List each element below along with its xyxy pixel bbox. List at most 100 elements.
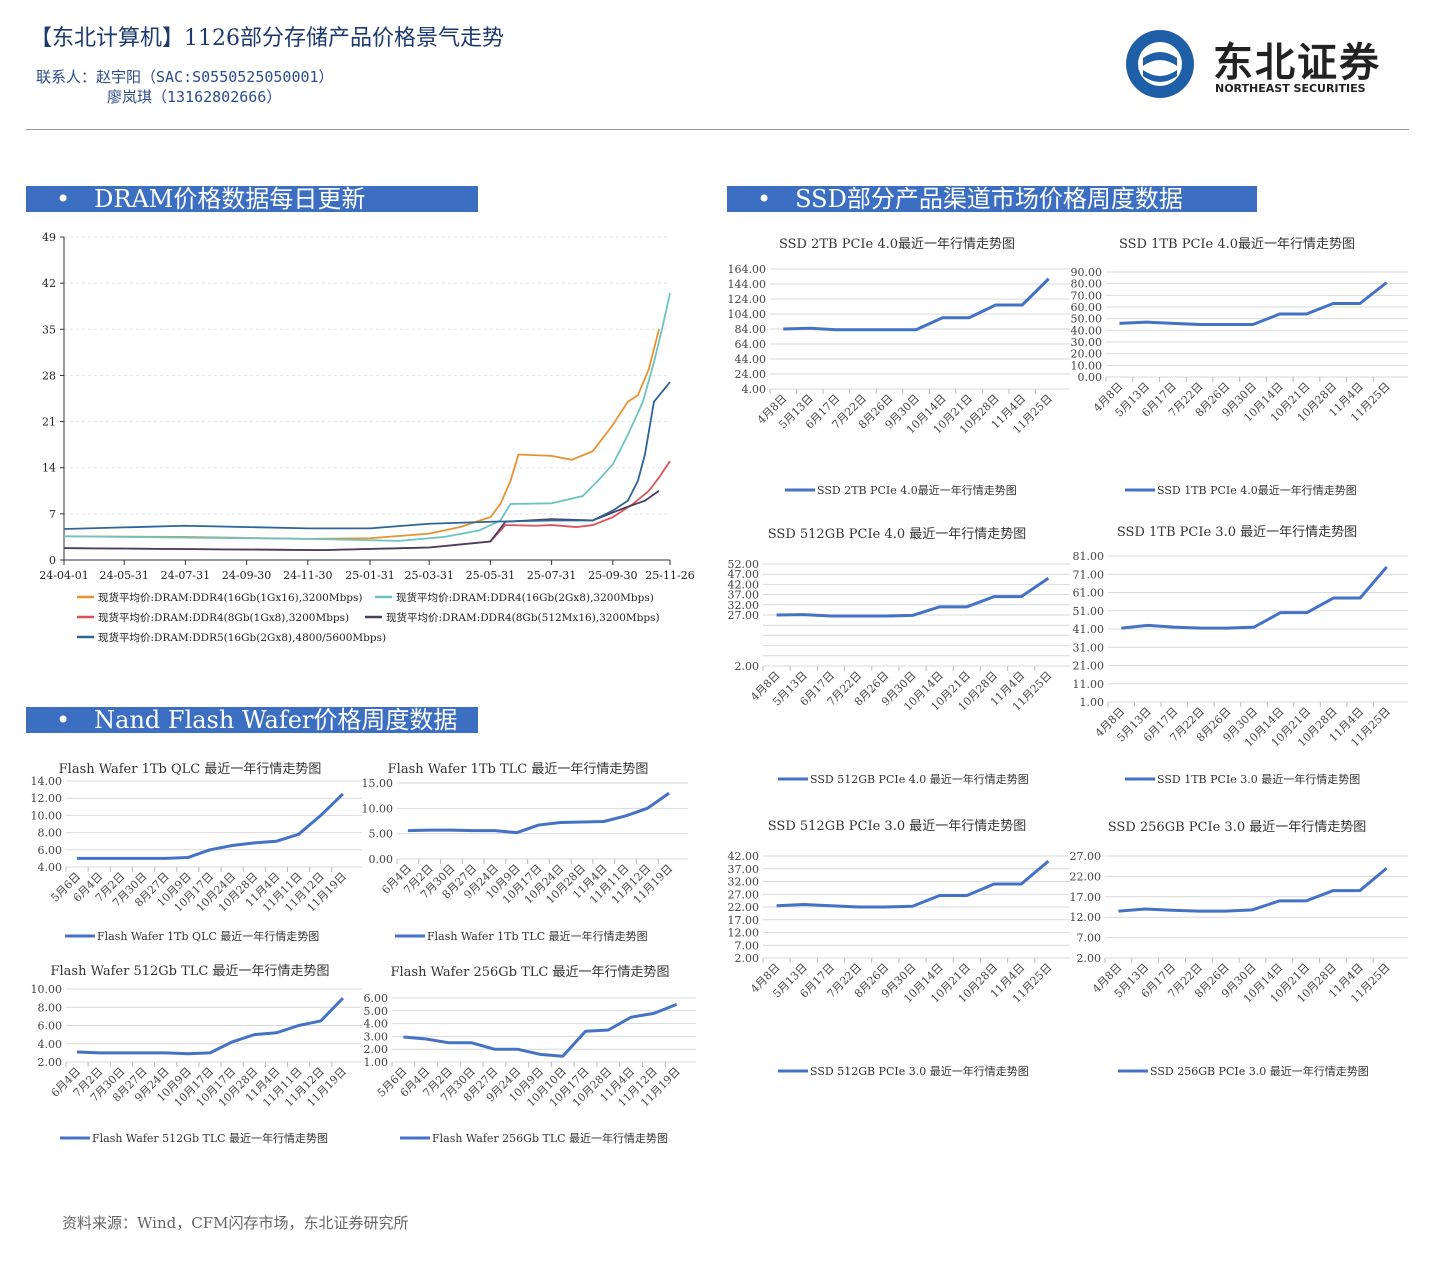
series-line — [63, 381, 671, 530]
y-tick-label: 17.00 — [1070, 891, 1102, 904]
y-tick-label: 10.00 — [31, 983, 63, 996]
y-tick-label: 22.00 — [1070, 870, 1102, 883]
y-tick-label: 11.00 — [1073, 678, 1105, 691]
logo-text-cn: 东北证券 — [1213, 40, 1381, 86]
y-tick-label: 10.00 — [362, 802, 394, 815]
chart-title: Flash Wafer 256Gb TLC 最近一年行情走势图 — [391, 964, 670, 980]
legend-label: SSD 1TB PCIe 4.0最近一年行情走势图 — [1157, 483, 1357, 497]
x-tick-label: 25-05-31 — [466, 569, 515, 582]
y-tick-label: 124.00 — [728, 293, 767, 306]
series-line — [77, 792, 344, 860]
chart-title: SSD 1TB PCIe 3.0 最近一年行情走势图 — [1117, 524, 1357, 540]
y-tick-label: 5.00 — [369, 828, 394, 841]
y-tick-label: 41.00 — [1073, 623, 1105, 636]
series-line — [403, 1003, 678, 1058]
legend-label: 现货平均价:DRAM:DDR4(8Gb(512Mx16),3200Mbps) — [386, 611, 660, 624]
y-tick-label: 3.00 — [364, 1030, 389, 1043]
y-tick-label: 14 — [42, 462, 56, 475]
chart-ssd256g3: SSD 256GB PCIe 3.0 最近一年行情走势图 2.00 7.00 12.0… — [1070, 819, 1408, 1078]
y-tick-label: 0 — [49, 554, 56, 567]
x-tick-label: 25-07-31 — [527, 569, 576, 582]
y-tick-label: 42 — [42, 277, 56, 290]
chart-ssd2tb4: SSD 2TB PCIe 4.0最近一年行情走势图 4.00 24.00 44.00 6… — [728, 236, 1070, 497]
y-tick-label: 104.00 — [728, 308, 767, 321]
y-tick-label: 4.00 — [38, 861, 63, 874]
y-tick-label: 70.00 — [1071, 289, 1103, 302]
legend-label: Flash Wafer 1Tb TLC 最近一年行情走势图 — [427, 929, 648, 943]
y-tick-label: 30.00 — [1071, 336, 1103, 349]
y-tick-label: 60.00 — [1071, 301, 1103, 314]
y-tick-label: 52.00 — [728, 558, 760, 571]
y-tick-label: 32.00 — [728, 599, 760, 612]
series-line — [1118, 867, 1388, 913]
chart-fw1tbtlc: Flash Wafer 1Tb TLC 最近一年行情走势图 0.00 5.00 10.… — [362, 761, 688, 943]
chart-title: SSD 256GB PCIe 3.0 最近一年行情走势图 — [1108, 819, 1366, 835]
series-line — [1121, 565, 1388, 630]
y-tick-label: 44.00 — [735, 353, 767, 366]
y-tick-label: 8.00 — [38, 1001, 63, 1014]
x-tick-label: 24-07-31 — [161, 569, 210, 582]
chart-title: SSD 1TB PCIe 4.0最近一年行情走势图 — [1119, 236, 1355, 252]
y-tick-label: 4.00 — [38, 1038, 63, 1051]
bullet: • — [56, 185, 71, 213]
contact-secondary: 廖岚琪（13162802666） — [107, 88, 282, 106]
chart-title: SSD 2TB PCIe 4.0最近一年行情走势图 — [779, 236, 1015, 252]
y-tick-label: 27.00 — [728, 888, 760, 901]
y-tick-label: 144.00 — [728, 278, 767, 291]
chart-ssd512g3: SSD 512GB PCIe 3.0 最近一年行情走势图 2.007.0012.0… — [728, 818, 1070, 1078]
y-tick-label: 17.00 — [728, 914, 760, 927]
y-tick-label: 49 — [42, 231, 56, 244]
section-banner-dram: • DRAM价格数据每日更新 — [26, 186, 478, 212]
y-tick-label: 12.00 — [31, 792, 63, 805]
y-tick-label: 27.00 — [728, 609, 760, 622]
y-tick-label: 6.00 — [38, 844, 63, 857]
y-tick-label: 15.00 — [362, 777, 394, 790]
y-tick-label: 4.00 — [364, 1018, 389, 1031]
y-tick-label: 7 — [49, 508, 56, 521]
chart-fw1tbqlc: Flash Wafer 1Tb QLC 最近一年行情走势图 4.00 6.00 8.0… — [31, 761, 362, 943]
bullet: • — [757, 185, 772, 213]
section-title: DRAM价格数据每日更新 — [94, 185, 366, 213]
y-tick-label: 21 — [42, 416, 56, 429]
legend-label: Flash Wafer 1Tb QLC 最近一年行情走势图 — [97, 929, 319, 943]
y-tick-label: 20.00 — [1071, 348, 1103, 361]
section-banner-ssd: • SSD部分产品渠道市场价格周度数据 — [727, 186, 1257, 212]
contact-primary: 联系人：赵宇阳（SAC:S0550525050001） — [36, 68, 334, 86]
y-tick-label: 12.00 — [728, 927, 760, 940]
x-tick-label: 25-01-31 — [345, 569, 394, 582]
y-tick-label: 8.00 — [38, 827, 63, 840]
y-tick-label: 47.00 — [728, 568, 760, 581]
chart-title: Flash Wafer 1Tb TLC 最近一年行情走势图 — [388, 761, 649, 777]
y-tick-label: 22.00 — [728, 901, 760, 914]
section-title: Nand Flash Wafer价格周度数据 — [94, 706, 458, 734]
y-tick-label: 1.00 — [364, 1056, 389, 1069]
chart-ssd1tb4: SSD 1TB PCIe 4.0最近一年行情走势图 0.0010.0020.003… — [1071, 236, 1408, 497]
y-tick-label: 6.00 — [364, 992, 389, 1005]
y-tick-label: 71.00 — [1073, 568, 1105, 581]
chart-title: Flash Wafer 512Gb TLC 最近一年行情走势图 — [51, 963, 330, 979]
series-line — [783, 277, 1050, 332]
y-tick-label: 50.00 — [1071, 313, 1103, 326]
y-tick-label: 2.00 — [1077, 952, 1102, 965]
y-tick-label: 81.00 — [1073, 550, 1105, 563]
chart-ssd1tb3: SSD 1TB PCIe 3.0 最近一年行情走势图 1.00 11.00 21.00… — [1073, 524, 1408, 786]
x-tick-label: 24-11-30 — [283, 569, 332, 582]
legend-label: SSD 2TB PCIe 4.0最近一年行情走势图 — [817, 483, 1017, 497]
y-tick-label: 6.00 — [38, 1020, 63, 1033]
legend-label: 现货平均价:DRAM:DDR4(8Gb(1Gx8),3200Mbps) — [98, 611, 349, 624]
chart-ssd512g4: SSD 512GB PCIe 4.0 最近一年行情走势图 2.00 27.0032.… — [728, 526, 1070, 786]
y-tick-label: 27.00 — [1070, 850, 1102, 863]
y-tick-label: 40.00 — [1071, 324, 1103, 337]
chart-title: Flash Wafer 1Tb QLC 最近一年行情走势图 — [59, 761, 322, 777]
bullet: • — [56, 706, 71, 734]
y-tick-label: 37.00 — [728, 589, 760, 602]
chart-dram: 0 7 14 21 28 35 42 49 24-04-01 24-05-31 24-07-31 24… — [39, 231, 694, 644]
legend-label: 现货平均价:DRAM:DDR5(16Gb(2Gx8),4800/5600Mbps… — [98, 631, 386, 644]
y-tick-label: 32.00 — [728, 876, 760, 889]
y-tick-label: 0.00 — [1078, 371, 1103, 384]
y-tick-label: 2.00 — [735, 660, 760, 673]
chart-fw512tlc: Flash Wafer 512Gb TLC 最近一年行情走势图 2.00 4.00 6… — [31, 963, 362, 1145]
series-line — [63, 292, 671, 542]
x-tick-label: 25-09-30 — [588, 569, 637, 582]
